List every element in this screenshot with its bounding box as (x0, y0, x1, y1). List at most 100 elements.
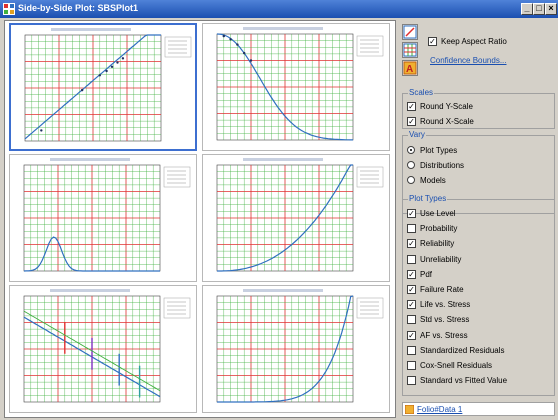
plot-type-cox-snell-residuals-label: Cox-Snell Residuals (420, 361, 493, 370)
text-chart-icon: A (403, 61, 417, 75)
vary-models-label: Models (420, 176, 446, 185)
plot-reliability[interactable] (202, 23, 390, 151)
plot-title-placeholder (243, 27, 323, 30)
plot-type-cox-snell-residuals-checkbox[interactable] (407, 361, 416, 370)
options-panel: A ✓ Keep Aspect Ratio Confidence Bounds.… (399, 20, 558, 418)
grid-button[interactable] (402, 42, 418, 58)
confidence-bounds-link[interactable]: Confidence Bounds... (430, 56, 507, 65)
folio-bar: Folio#Data 1 (402, 402, 555, 416)
vary-plot-types-radio[interactable] (407, 146, 415, 154)
plot-type-life-vs-stress-checkbox[interactable]: ✓ (407, 300, 416, 310)
window-title: Side-by-Side Plot: SBSPlot1 (18, 3, 139, 13)
plot-title-placeholder (50, 289, 130, 292)
plot-failure-rate-canvas (216, 158, 384, 272)
plot-pdf[interactable] (9, 154, 197, 282)
plot-title-placeholder (243, 289, 323, 292)
plot-type-standardized-residuals-checkbox[interactable] (407, 345, 416, 355)
plot-curve (216, 33, 353, 141)
plot-curve (217, 164, 353, 272)
plot-af-vs-stress[interactable] (202, 285, 390, 413)
app-icon (3, 3, 15, 15)
minimize-button[interactable]: _ (521, 3, 533, 15)
plot-af-vs-stress-canvas (216, 289, 384, 403)
data-point (236, 43, 239, 46)
plot-title-placeholder (50, 158, 130, 161)
vary-group: Vary (402, 130, 555, 214)
plot-type-std-vs-stress-label: Std vs. Stress (420, 315, 470, 325)
plot-type-pdf-checkbox[interactable]: ✓ (407, 269, 416, 279)
plot-setup-button[interactable] (402, 24, 418, 40)
data-point (105, 69, 108, 73)
plot-legend-box (356, 166, 384, 188)
plot-curve-upper (23, 310, 161, 392)
data-point (40, 129, 43, 132)
plot-life-vs-stress[interactable] (9, 285, 197, 413)
data-point (110, 65, 114, 68)
data-point (116, 61, 119, 64)
plot-type-unreliability-checkbox[interactable] (407, 254, 416, 264)
plot-use-level[interactable] (9, 23, 197, 151)
keep-aspect-ratio-checkbox[interactable]: ✓ (428, 37, 437, 46)
plot-area (4, 20, 396, 418)
data-point (249, 59, 253, 62)
scales-group: Scales (402, 88, 555, 129)
close-button[interactable]: × (545, 3, 557, 15)
vary-group-label: Vary (408, 130, 426, 139)
keep-aspect-ratio-label: Keep Aspect Ratio (441, 37, 507, 46)
plot-type-probability-label: Probability (420, 224, 458, 234)
plot-type-failure-rate-checkbox[interactable]: ✓ (407, 285, 416, 294)
svg-text:A: A (406, 64, 413, 75)
scale-round-x-scale-checkbox[interactable]: ✓ (407, 117, 416, 126)
plot-reliability-canvas (216, 27, 384, 141)
plot-legend-box (163, 297, 191, 319)
data-point (98, 74, 102, 77)
plot-life-vs-stress-canvas (23, 289, 191, 403)
plot-failure-rate[interactable] (202, 154, 390, 282)
plot-title-placeholder (51, 28, 131, 31)
folio-link[interactable]: Folio#Data 1 (417, 405, 463, 414)
data-point (121, 57, 125, 60)
scale-round-y-scale-checkbox[interactable]: ✓ (407, 102, 416, 111)
vary-distributions-label: Distributions (420, 161, 465, 170)
plot-pdf-canvas (23, 158, 191, 272)
plot-type-af-vs-stress-label: AF vs. Stress (420, 330, 468, 340)
grid-chart-icon (403, 43, 417, 57)
vary-models-radio[interactable] (407, 176, 415, 184)
data-point (222, 34, 225, 38)
folio-icon (405, 405, 414, 414)
pencil-chart-icon (403, 25, 417, 39)
plot-types-group-label: Plot Types (408, 194, 448, 203)
plot-legend-box (164, 36, 192, 58)
scale-round-y-scale-label: Round Y-Scale (420, 102, 473, 111)
plot-type-standard-vs-fitted-value-label: Standard vs Fitted Value (420, 376, 508, 386)
plot-type-standard-vs-fitted-value-checkbox[interactable] (407, 376, 416, 386)
maximize-button[interactable]: □ (533, 3, 545, 15)
scales-group-label: Scales (408, 88, 435, 97)
plot-type-probability-checkbox[interactable] (407, 224, 416, 234)
vary-plot-types-label: Plot Types (420, 146, 458, 155)
data-point (80, 88, 84, 92)
vary-distributions-radio[interactable] (407, 161, 415, 169)
title-bar[interactable]: Side-by-Side Plot: SBSPlot1 _ □ × (0, 0, 558, 18)
plot-type-std-vs-stress-checkbox[interactable] (407, 315, 416, 325)
plot-type-use-level-label: Use Level (420, 209, 456, 218)
plot-type-use-level-checkbox[interactable]: ✓ (407, 209, 416, 218)
plot-curve (217, 295, 354, 403)
plot-type-reliability-label: Reliability (420, 239, 455, 249)
scale-round-x-scale-label: Round X-Scale (420, 117, 474, 126)
plot-type-pdf-label: Pdf (420, 269, 433, 279)
plot-type-unreliability-label: Unreliability (420, 254, 462, 264)
plot-type-standardized-residuals-label: Standardized Residuals (420, 345, 505, 355)
data-point (243, 51, 246, 55)
plot-use-level-canvas (24, 28, 192, 142)
plot-type-life-vs-stress-label: Life vs. Stress (420, 300, 471, 310)
text-button[interactable]: A (402, 60, 418, 76)
plot-title-placeholder (243, 158, 323, 161)
data-point (229, 38, 232, 41)
plot-curve (23, 236, 160, 272)
plot-type-af-vs-stress-checkbox[interactable]: ✓ (407, 330, 416, 340)
plot-type-reliability-checkbox[interactable]: ✓ (407, 239, 416, 249)
plot-legend-box (356, 297, 384, 319)
plot-legend-box (163, 166, 191, 188)
